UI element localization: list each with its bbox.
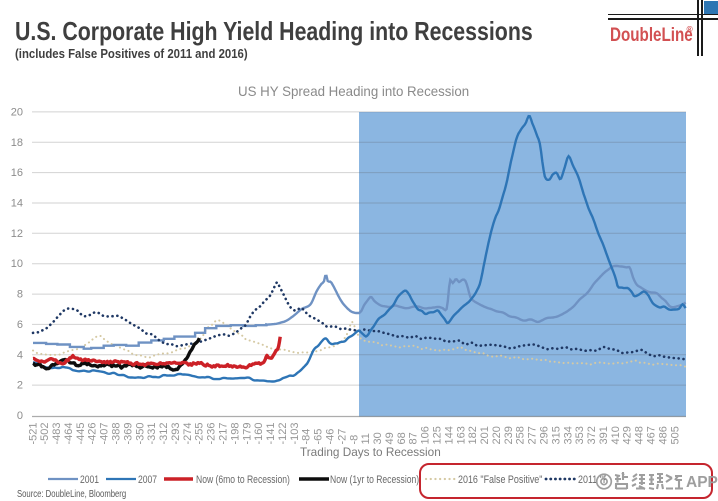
svg-text:467: 467 xyxy=(646,426,658,444)
svg-text:372: 372 xyxy=(586,426,598,444)
svg-text:8: 8 xyxy=(17,289,23,301)
svg-text:6: 6 xyxy=(17,319,23,331)
svg-text:-464: -464 xyxy=(63,422,75,444)
svg-text:106: 106 xyxy=(420,426,432,444)
svg-text:49: 49 xyxy=(384,432,396,444)
svg-text:30: 30 xyxy=(372,432,384,444)
svg-text:Now (1yr to Recession): Now (1yr to Recession) xyxy=(330,474,419,486)
svg-text:2001: 2001 xyxy=(80,474,99,486)
svg-text:16: 16 xyxy=(11,167,23,179)
svg-text:163: 163 xyxy=(455,426,467,444)
svg-text:-8: -8 xyxy=(348,435,360,445)
svg-text:-236: -236 xyxy=(206,422,218,444)
svg-text:2: 2 xyxy=(17,380,23,392)
svg-text:68: 68 xyxy=(396,432,408,444)
svg-text:-312: -312 xyxy=(158,422,170,444)
svg-text:486: 486 xyxy=(657,426,669,444)
svg-text:334: 334 xyxy=(562,426,574,444)
svg-text:-65: -65 xyxy=(313,429,325,445)
svg-text:144: 144 xyxy=(443,426,455,444)
svg-text:-502: -502 xyxy=(39,422,51,444)
svg-text:296: 296 xyxy=(539,426,551,444)
svg-text:239: 239 xyxy=(503,426,515,444)
svg-text:-293: -293 xyxy=(170,422,182,444)
svg-text:APP: APP xyxy=(686,474,718,491)
svg-text:-122: -122 xyxy=(277,422,289,444)
svg-text:-217: -217 xyxy=(218,422,230,444)
svg-text:391: 391 xyxy=(598,426,610,444)
svg-text:11: 11 xyxy=(360,433,372,444)
svg-text:505: 505 xyxy=(669,426,681,444)
svg-text:-103: -103 xyxy=(289,422,301,444)
svg-text:182: 182 xyxy=(467,426,479,444)
svg-text:2016 "False Positive": 2016 "False Positive" xyxy=(458,474,543,486)
svg-text:-198: -198 xyxy=(229,422,241,444)
svg-text:-407: -407 xyxy=(99,422,111,444)
svg-text:-141: -141 xyxy=(265,422,277,444)
svg-text:-388: -388 xyxy=(111,422,123,444)
svg-text:14: 14 xyxy=(11,198,23,210)
svg-text:315: 315 xyxy=(550,426,562,444)
svg-text:-426: -426 xyxy=(87,422,99,444)
svg-text:10: 10 xyxy=(11,258,23,270)
svg-text:220: 220 xyxy=(491,426,503,444)
svg-text:-255: -255 xyxy=(194,422,206,444)
svg-text:12: 12 xyxy=(11,228,23,240)
svg-text:-179: -179 xyxy=(241,422,253,444)
svg-text:4: 4 xyxy=(17,349,23,361)
svg-text:Now (6mo to Recession): Now (6mo to Recession) xyxy=(196,474,290,486)
svg-text:258: 258 xyxy=(515,426,527,444)
svg-text:353: 353 xyxy=(574,426,586,444)
svg-text:-350: -350 xyxy=(134,422,146,444)
svg-text:277: 277 xyxy=(527,426,539,444)
svg-text:-27: -27 xyxy=(336,429,348,445)
svg-text:-274: -274 xyxy=(182,422,194,444)
svg-text:-445: -445 xyxy=(75,422,87,444)
svg-text:-331: -331 xyxy=(146,422,158,444)
svg-text:125: 125 xyxy=(432,426,444,444)
svg-text:-160: -160 xyxy=(253,422,265,444)
svg-text:-521: -521 xyxy=(27,422,39,444)
svg-text:20: 20 xyxy=(11,106,23,118)
svg-text:0: 0 xyxy=(17,410,23,422)
svg-text:18: 18 xyxy=(11,137,23,149)
svg-text:-46: -46 xyxy=(325,429,337,445)
svg-text:429: 429 xyxy=(622,426,634,444)
svg-text:410: 410 xyxy=(610,426,622,444)
svg-text:201: 201 xyxy=(479,426,491,444)
svg-text:-483: -483 xyxy=(51,422,63,444)
svg-text:87: 87 xyxy=(408,432,420,444)
svg-text:2007: 2007 xyxy=(138,474,157,486)
svg-text:-84: -84 xyxy=(301,429,313,445)
svg-text:448: 448 xyxy=(634,426,646,444)
svg-text:-369: -369 xyxy=(122,422,134,444)
